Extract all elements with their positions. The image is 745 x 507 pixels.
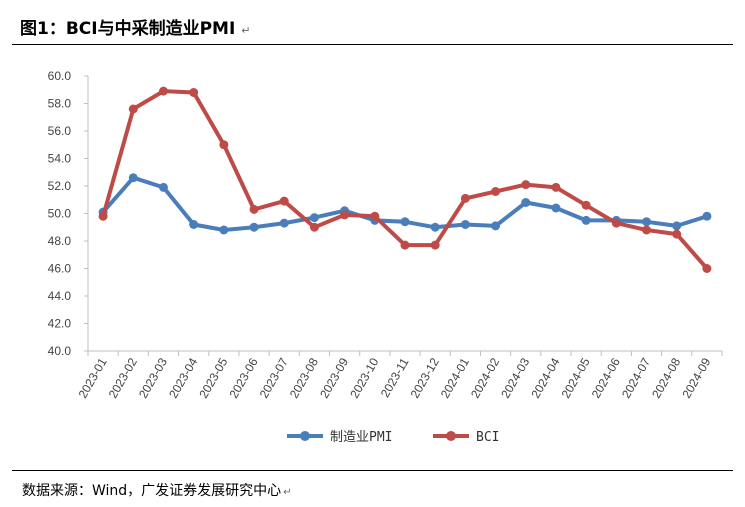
data-point [189, 220, 199, 229]
y-tick-label: 52.0 [48, 179, 72, 193]
data-point [642, 225, 652, 235]
figure-title: 图1：BCI与中采制造业PMI ↵ [20, 19, 251, 39]
legend-label: 制造业PMI [330, 430, 392, 445]
data-point [702, 264, 712, 273]
data-point [521, 180, 531, 190]
legend-label: BCI [476, 430, 499, 445]
data-point [642, 217, 652, 227]
x-tick-label: 2024-09 [679, 355, 713, 400]
data-point [158, 86, 168, 96]
y-tick-label: 40.0 [48, 344, 72, 358]
line-chart: 40.0 42.0 44.0 46.0 48.0 50.0 52.0 54.0 56.0 58.0… [48, 69, 723, 445]
y-tick-label: 42.0 [48, 317, 72, 331]
bottom-rule [12, 470, 733, 471]
data-point [491, 221, 501, 231]
data-point [128, 173, 138, 183]
data-point [400, 217, 410, 227]
data-point [430, 222, 440, 232]
data-point [219, 225, 229, 235]
data-point [309, 222, 319, 232]
data-point [581, 200, 591, 210]
y-tick-label: 60.0 [48, 69, 72, 83]
data-point [672, 229, 682, 239]
data-point [611, 218, 621, 228]
data-point [279, 218, 289, 228]
data-point [158, 182, 168, 192]
data-point [249, 204, 259, 214]
data-point [219, 140, 229, 150]
data-point [702, 211, 712, 221]
legend-marker [300, 431, 310, 441]
x-tick-label: 2023-11 [378, 355, 412, 400]
data-point [672, 221, 682, 231]
y-tick-label: 58.0 [48, 97, 72, 111]
data-point [189, 88, 199, 97]
data-point [521, 198, 531, 207]
return-mark-icon: ↵ [241, 24, 251, 37]
data-point [279, 196, 289, 206]
y-tick-label: 48.0 [48, 234, 72, 248]
data-point [249, 222, 259, 232]
y-tick-label: 44.0 [48, 289, 72, 303]
data-point [128, 104, 138, 114]
return-mark-icon: ↵ [283, 487, 292, 498]
x-tick-label: 2023-10 [347, 355, 381, 400]
data-point [309, 213, 319, 223]
data-point [430, 240, 440, 250]
top-rule [12, 44, 733, 45]
data-point [98, 211, 108, 221]
legend-marker [446, 431, 456, 441]
y-tick-label: 50.0 [48, 207, 72, 221]
data-point [340, 210, 350, 220]
data-point [400, 240, 410, 250]
y-tick-label: 56.0 [48, 124, 72, 138]
data-point [551, 182, 561, 192]
data-point [491, 187, 501, 196]
y-tick-label: 46.0 [48, 262, 72, 276]
data-point [581, 215, 591, 225]
data-point [551, 203, 561, 213]
source-note: 数据来源：Wind，广发证券发展研究中心 ↵ [22, 483, 292, 499]
y-tick-label: 54.0 [48, 152, 72, 166]
data-point [460, 220, 470, 229]
data-point [460, 193, 470, 203]
data-point [370, 211, 380, 221]
